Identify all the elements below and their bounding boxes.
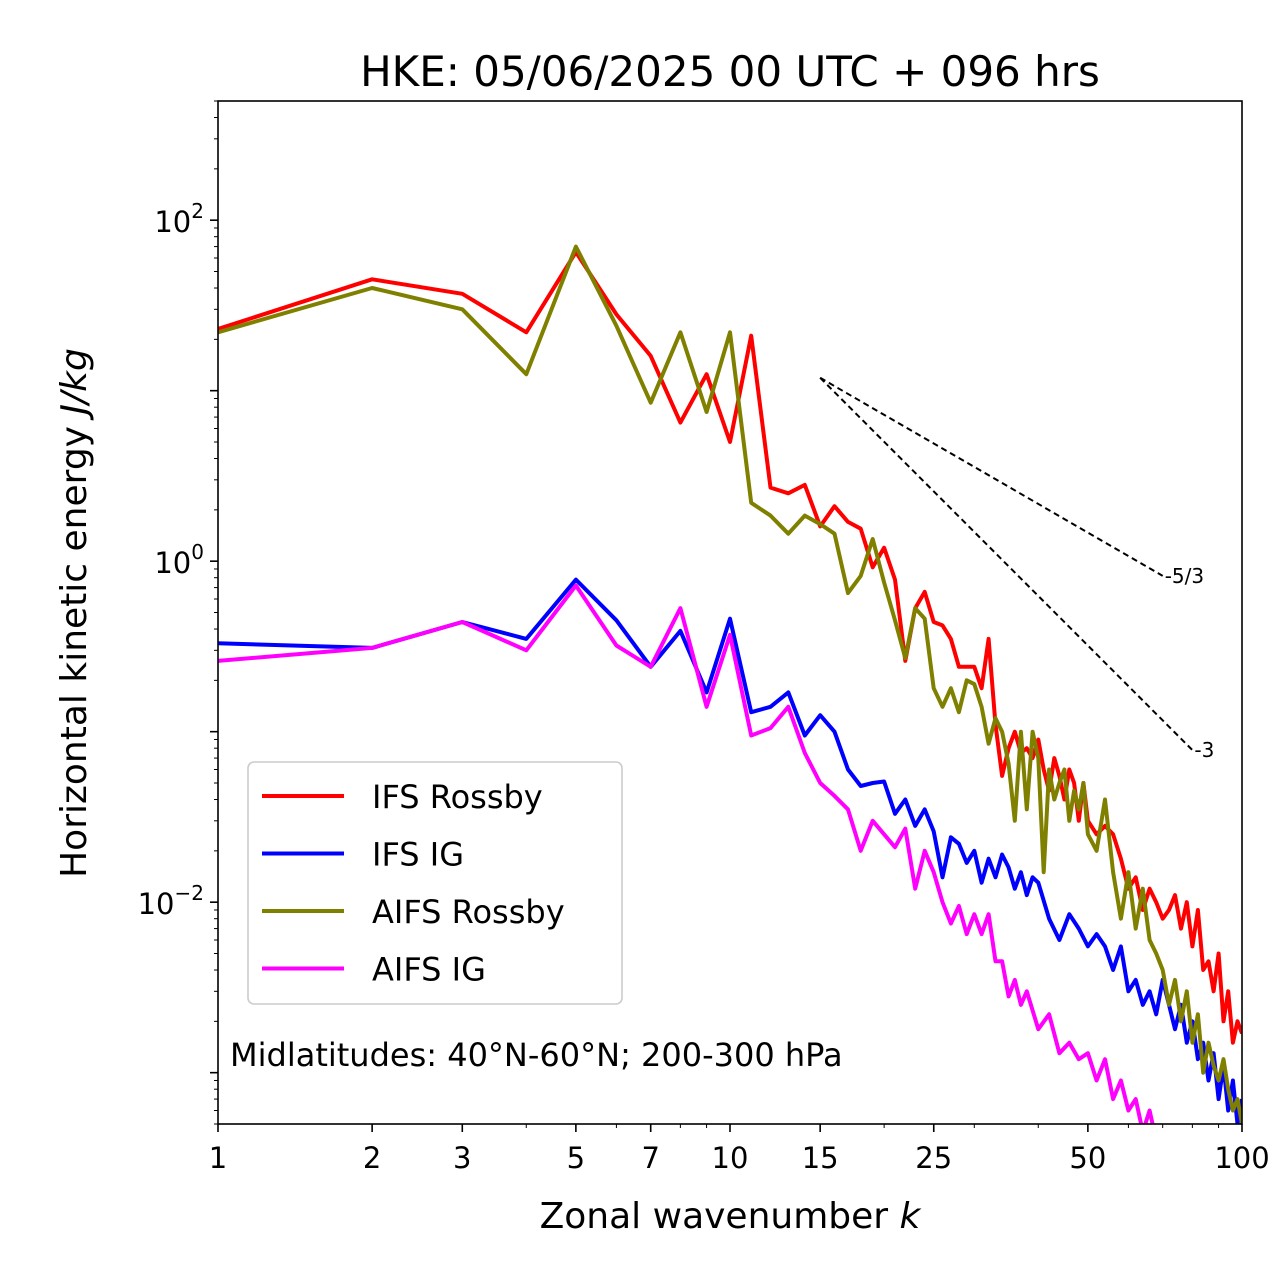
x-tick-label: 2: [363, 1141, 381, 1175]
x-tick-label: 7: [641, 1141, 659, 1175]
x-tick-label: 5: [567, 1141, 585, 1175]
legend-box: [247, 761, 623, 1005]
series-line-ifs-ig: [218, 577, 1242, 1124]
x-tick-label: 10: [712, 1141, 749, 1175]
y-tick-label: 10−2: [138, 881, 204, 921]
series-line-aifs-rossby: [218, 244, 1242, 1124]
x-tick-label: 25: [915, 1141, 952, 1175]
x-tick-label: 3: [453, 1141, 471, 1175]
x-tick-label: 50: [1069, 1141, 1106, 1175]
legend-label: IFS Rossby: [372, 778, 543, 816]
slope-line-0: [819, 376, 1164, 577]
chart-title: HKE: 05/06/2025 00 UTC + 096 hrs: [360, 47, 1100, 96]
legend-label: IFS IG: [372, 836, 464, 874]
x-tick-label: 1: [209, 1141, 227, 1175]
series-line-ifs-rossby: [218, 250, 1242, 1045]
region-annotation: Midlatitudes: 40°N-60°N; 200-300 hPa: [230, 1036, 843, 1074]
slope-label-1: -3: [1194, 738, 1214, 762]
slope-line-1: [819, 377, 1194, 751]
legend-label: AIFS IG: [372, 951, 486, 989]
x-axis: 1 2 3 5 7 10 15 25 50 100: [209, 1124, 1270, 1175]
series-layer: [218, 244, 1242, 1124]
y-axis-label: Horizontal kinetic energy J/kg: [54, 348, 95, 878]
y-axis: 102 100 10−2: [138, 100, 218, 1125]
y-tick-label: 100: [154, 540, 204, 580]
x-axis-label: Zonal wavenumber k: [540, 1196, 923, 1237]
y-tick-label: 102: [154, 199, 204, 239]
reference-slopes: -5/3 -3: [819, 376, 1214, 762]
legend-label: AIFS Rossby: [372, 893, 565, 931]
legend: IFS Rossby IFS IG AIFS Rossby AIFS IG: [247, 761, 623, 1005]
series-line-aifs-ig: [218, 583, 1163, 1124]
x-tick-label: 15: [802, 1141, 839, 1175]
slope-label-0: -5/3: [1165, 564, 1204, 588]
x-tick-label: 100: [1214, 1141, 1269, 1175]
